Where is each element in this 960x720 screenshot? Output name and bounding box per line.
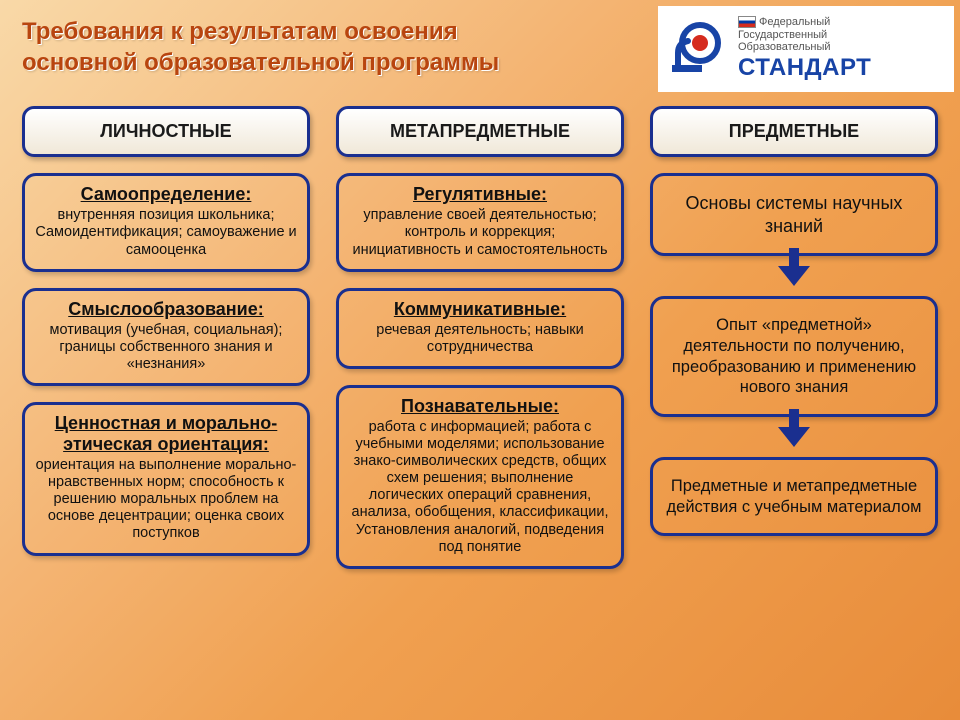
header-subject: ПРЕДМЕТНЫЕ	[650, 106, 938, 157]
box-meaning-making: Смыслообразование: мотивация (учебная, с…	[22, 288, 310, 386]
columns: ЛИЧНОСТНЫЕ Самоопределение: внутренняя п…	[22, 106, 938, 568]
box-body: ориентация на выполнение морально-нравст…	[35, 457, 297, 543]
box-title: Смыслообразование:	[35, 299, 297, 320]
box-title: Ценностная и морально-этическая ориентац…	[35, 413, 297, 455]
box-title: Коммуникативные:	[349, 299, 611, 320]
arrow-down-icon	[778, 266, 810, 286]
box-body: управление своей деятельностью; контроль…	[349, 207, 611, 258]
box-regulatory: Регулятивные: управление своей деятельно…	[336, 173, 624, 271]
box-self-determination: Самоопределение: внутренняя позиция школ…	[22, 173, 310, 271]
box-title: Познавательные:	[349, 396, 611, 417]
header-metasubject: МЕТАПРЕДМЕТНЫЕ	[336, 106, 624, 157]
box-body: работа с информацией; работа с учебными …	[349, 419, 611, 556]
column-metasubject: МЕТАПРЕДМЕТНЫЕ Регулятивные: управление …	[336, 106, 624, 568]
box-body: внутренняя позиция школьника; Самоиденти…	[35, 207, 297, 258]
column-personal: ЛИЧНОСТНЫЕ Самоопределение: внутренняя п…	[22, 106, 310, 568]
box-experience: Опыт «предметной» деятельности по получе…	[650, 296, 938, 417]
box-actions: Предметные и метапредметные действия с у…	[650, 457, 938, 536]
box-body: речевая деятельность; навыки сотрудничес…	[349, 322, 611, 356]
page-title: Требования к результатам освоения основн…	[22, 16, 622, 78]
box-communicative: Коммуникативные: речевая деятельность; н…	[336, 288, 624, 369]
arrow-down-icon	[778, 427, 810, 447]
column-subject: ПРЕДМЕТНЫЕ Основы системы научных знаний…	[650, 106, 938, 568]
box-body: мотивация (учебная, социальная); границы…	[35, 322, 297, 373]
box-title: Регулятивные:	[349, 184, 611, 205]
box-title: Самоопределение:	[35, 184, 297, 205]
box-foundations: Основы системы научных знаний	[650, 173, 938, 256]
header-personal: ЛИЧНОСТНЫЕ	[22, 106, 310, 157]
box-value-orientation: Ценностная и морально-этическая ориентац…	[22, 402, 310, 556]
box-cognitive: Познавательные: работа с информацией; ра…	[336, 385, 624, 569]
